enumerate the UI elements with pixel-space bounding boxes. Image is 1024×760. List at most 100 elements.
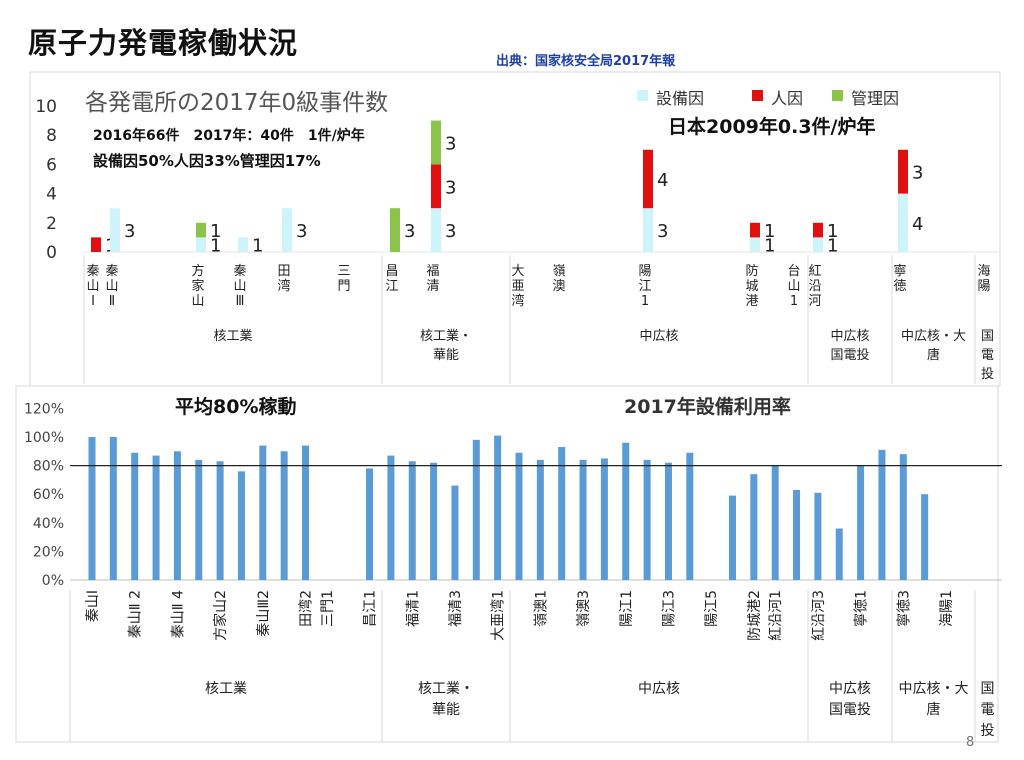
chart2-group-label: 中広核国電投 — [829, 681, 871, 718]
chart1-category-label: 方家山 — [191, 263, 204, 309]
chart2-bar — [472, 439, 480, 580]
chart1-category-label: 台山 1 — [787, 264, 800, 309]
chart2-bar — [857, 465, 865, 580]
chart2-bar — [899, 454, 907, 580]
chart2-tick-label: 紅沿河3 — [811, 590, 827, 641]
chart1-bar-segment — [643, 208, 653, 252]
chart2-group-label: 中広核・大唐 — [899, 681, 969, 718]
chart2-group-label: 中広核 — [638, 681, 680, 697]
chart2-bar — [302, 445, 309, 580]
chart2-tick-label: 三門1 — [320, 590, 336, 627]
chart1-data-label: 1 — [210, 221, 221, 242]
chart1-group-label: 国電投 — [981, 329, 994, 382]
chart2-bar — [643, 459, 651, 580]
chart2-ytick: 80% — [33, 459, 64, 475]
chart1-ytick: 8 — [46, 126, 57, 146]
chart1-ytick: 10 — [35, 97, 57, 117]
chart1-data-label: 3 — [124, 221, 135, 242]
chart2-bar — [259, 445, 267, 580]
legend-label: 設備因 — [656, 89, 704, 108]
chart1-category-label: 陽江 1 — [638, 264, 651, 309]
chart2-tick-label: 陽江5 — [704, 590, 720, 627]
chart1-bar-segment — [898, 149, 908, 194]
chart2-bar — [600, 458, 608, 580]
legend-label: 管理因 — [851, 89, 899, 108]
chart2-group-label: 核工業 — [205, 681, 247, 697]
chart1-data-label: 3 — [445, 221, 456, 242]
chart1-ytick: 4 — [46, 185, 57, 205]
chart2-annotation: 平均80%稼動 — [175, 395, 296, 418]
chart1-bar-segment — [643, 149, 653, 209]
chart2-bar — [835, 528, 843, 580]
chart1-bar-segment — [750, 222, 760, 238]
chart2-bar — [494, 435, 502, 580]
chart2-bar — [536, 459, 544, 580]
chart2-bar — [921, 494, 929, 580]
chart1-data-label: 4 — [912, 214, 923, 235]
chart2-bar — [814, 492, 822, 580]
chart1-category-label: 田湾 — [277, 264, 290, 294]
chart2-tick-label: 昌江1 — [363, 590, 379, 627]
chart1-category-label: 紅沿河 — [808, 264, 821, 309]
chart1-data-label: 3 — [296, 221, 307, 242]
chart2-bar — [515, 452, 523, 580]
chart1-bar-segment — [196, 237, 206, 252]
chart2-bar — [622, 442, 630, 580]
legend-swatch — [832, 90, 843, 101]
chart2-bar — [280, 451, 288, 580]
chart1-data-label: 3 — [445, 134, 456, 155]
annotation-summary-1: 2016年66件 2017年：40件 1件/炉年 — [93, 127, 365, 144]
chart2-group-label: 国電投 — [981, 681, 995, 739]
chart2-tick-label: 田湾2 — [298, 590, 315, 627]
chart2-bar — [131, 452, 139, 580]
chart1-data-label: 1 — [827, 221, 838, 242]
chart1-data-label: 1 — [210, 236, 221, 257]
chart1-bar-segment — [431, 208, 441, 252]
chart2-bar — [878, 449, 886, 580]
chart2-bar — [195, 459, 203, 580]
chart1-bar-segment — [390, 208, 400, 252]
annotation-summary-2: 設備因50%人因33%管理因17% — [93, 152, 321, 170]
chart1-category-label: 三門 — [337, 264, 350, 294]
chart1-category-label: 福清 — [426, 264, 439, 294]
chart1-bar-segment — [431, 120, 441, 165]
chart1-data-label: 4 — [657, 170, 668, 191]
chart2-tick-label: 寧徳1 — [853, 590, 870, 627]
chart2-bar — [88, 437, 96, 580]
source-note: 出典：国家核安全局2017年報 — [496, 54, 676, 69]
chart1-bar-segment — [196, 222, 206, 238]
chart1-bar-segment — [91, 237, 101, 252]
chart1-data-label: 1 — [252, 236, 263, 257]
chart2-tick-label: 大亜湾1 — [490, 590, 507, 641]
chart2-bar — [579, 459, 587, 580]
chart2-tick-label: 福清1 — [405, 590, 421, 627]
chart1-data-label: 3 — [404, 221, 415, 242]
chart1-category-label: 海陽 — [977, 264, 990, 294]
chart1-group-label: 核工業 — [213, 328, 252, 344]
chart1-bar-segment — [238, 237, 248, 252]
chart2-bar — [216, 461, 224, 580]
chart1-ytick: 0 — [46, 243, 57, 263]
chart1-bar-segment — [282, 208, 292, 252]
chart2-frame — [15, 385, 999, 743]
chart1-ytick: 2 — [46, 214, 57, 234]
chart2-bar — [152, 455, 160, 580]
chart2-tick-label: 秦山Ⅲ2 — [256, 590, 272, 637]
chart2-tick-label: 寧徳3 — [895, 590, 912, 627]
chart1-category-label: 大亜湾 — [511, 264, 524, 309]
chart2-bar — [430, 462, 438, 580]
chart1-title: 各発電所の2017年0級事件数 — [85, 90, 388, 116]
legend-label: 人因 — [771, 89, 803, 108]
page-title: 原子力発電稼働状況 — [28, 26, 299, 60]
chart1-category-label: 秦山 Ⅰ — [86, 264, 99, 309]
chart1-bar-segment — [431, 164, 441, 209]
chart2-ytick: 40% — [33, 516, 64, 532]
chart1-ytick: 6 — [46, 155, 57, 175]
chart1-bar-segment — [813, 237, 823, 252]
chart2-bar — [793, 489, 801, 580]
chart2-bar — [109, 437, 117, 580]
chart2-bar — [408, 461, 416, 580]
chart1-group-label: 中広核・大唐 — [901, 329, 966, 363]
legend-swatch — [637, 90, 648, 101]
